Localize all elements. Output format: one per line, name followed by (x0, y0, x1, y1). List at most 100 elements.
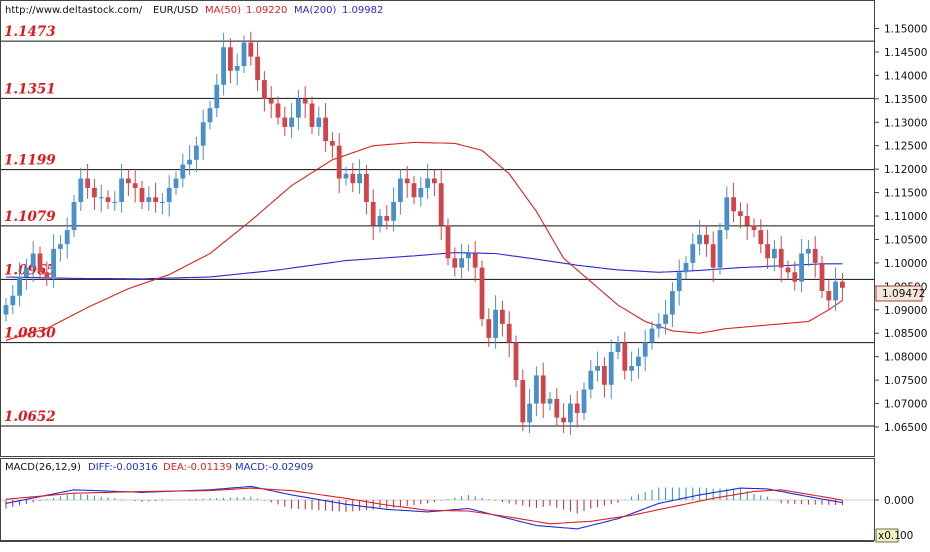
candle-body (772, 248, 777, 259)
candle-body (350, 173, 356, 184)
price-tick-label: 1.08500 (884, 328, 927, 340)
candle-body (275, 103, 281, 118)
candle-body (568, 403, 573, 423)
candle-body (452, 258, 458, 268)
ma200-legend-label: MA(200) (294, 5, 336, 16)
candle-body (472, 253, 478, 268)
candle-body (139, 187, 145, 202)
candle-body (758, 230, 764, 245)
macd-dea-line (5, 487, 843, 525)
candle-body (153, 197, 158, 202)
candle-body (64, 230, 70, 245)
candle-body (411, 183, 417, 198)
candle-body (636, 356, 641, 367)
candle-body (262, 80, 267, 99)
candle-body (194, 145, 199, 160)
candle-body (479, 267, 485, 320)
candle-body (160, 201, 165, 203)
candle-body (132, 183, 138, 188)
candle-body (622, 342, 628, 371)
level-label: 1.0652 (4, 409, 56, 425)
candle-body (588, 370, 594, 390)
candle-body (17, 276, 22, 296)
candle-body (656, 323, 662, 329)
macd-scale-badge[interactable] (875, 528, 899, 543)
level-label: 1.1079 (4, 209, 56, 225)
candle-body (180, 164, 186, 179)
candle-body (574, 403, 580, 413)
candle-body (10, 295, 16, 306)
macd-name: MACD(26,12,9) (5, 462, 81, 473)
candle-body (364, 173, 369, 202)
ma50-line-group (5, 141, 843, 341)
candle-body (37, 253, 43, 273)
candle-body (690, 244, 696, 263)
candle-body (785, 267, 791, 273)
price-tick-label: 1.07000 (884, 399, 927, 411)
candle-body (744, 216, 750, 226)
price-tick-label: 1.15000 (884, 24, 927, 36)
price-tick-label: 1.10500 (884, 234, 927, 246)
candle-body (697, 234, 702, 245)
candle-body (384, 216, 390, 221)
candle-body (819, 262, 825, 292)
candle-body (112, 201, 118, 203)
price-tick-label: 1.11000 (884, 211, 927, 223)
candle-body (629, 366, 634, 371)
candle-body (268, 98, 274, 104)
candle-body (126, 178, 131, 184)
candle-body (812, 248, 818, 263)
candle-body (676, 272, 682, 292)
ma50-line (5, 141, 843, 341)
candle-body (166, 187, 172, 202)
candle-body (296, 98, 301, 118)
candlestick-series (3, 31, 845, 435)
candle-body (119, 178, 124, 202)
candle-body (30, 253, 36, 268)
candle-body (765, 244, 770, 259)
candle-body (228, 47, 233, 71)
price-tick-label: 1.13000 (884, 117, 927, 129)
macd-diff-label: DIFF:-0.00316 (88, 462, 158, 473)
candle-body (840, 281, 845, 288)
candle-body (826, 291, 832, 301)
candle-body (398, 178, 403, 202)
candle-body (418, 187, 424, 198)
price-tick-label: 1.12500 (884, 141, 927, 153)
candle-body (282, 117, 288, 127)
current-price-badge (875, 285, 923, 302)
candle-body (438, 183, 444, 226)
candle-body (540, 375, 546, 404)
candle-body (649, 328, 655, 343)
price-tick-label: 1.09000 (884, 305, 927, 317)
ma200-line (6, 252, 843, 280)
candle-body (302, 98, 308, 104)
candle-body (506, 323, 512, 343)
candle-body (58, 244, 63, 249)
site-url[interactable]: http://www.deltastock.com/ (5, 5, 143, 16)
candle-body (432, 178, 437, 184)
ma200-line-group (6, 252, 843, 280)
price-tick-label: 1.14000 (884, 70, 927, 82)
level-label: 1.1473 (4, 24, 56, 40)
candle-body (105, 197, 111, 202)
candle-body (71, 201, 77, 231)
candle-body (241, 42, 247, 67)
candle-body (357, 173, 362, 184)
candle-body (316, 117, 322, 127)
candle-body (561, 417, 566, 423)
candle-body (24, 267, 29, 277)
candle-body (500, 309, 505, 324)
candle-body (520, 380, 526, 423)
candle-body (336, 145, 342, 179)
candle-body (207, 108, 213, 123)
candle-body (343, 173, 349, 179)
candle-body (608, 351, 614, 385)
candle-body (547, 398, 553, 404)
price-tick-label: 1.08000 (884, 352, 927, 364)
macd-scale-tail: 00 (900, 530, 913, 542)
macd-indicator (1, 485, 879, 530)
price-tick-label: 1.07500 (884, 375, 927, 387)
price-panel-frame (0, 0, 875, 457)
